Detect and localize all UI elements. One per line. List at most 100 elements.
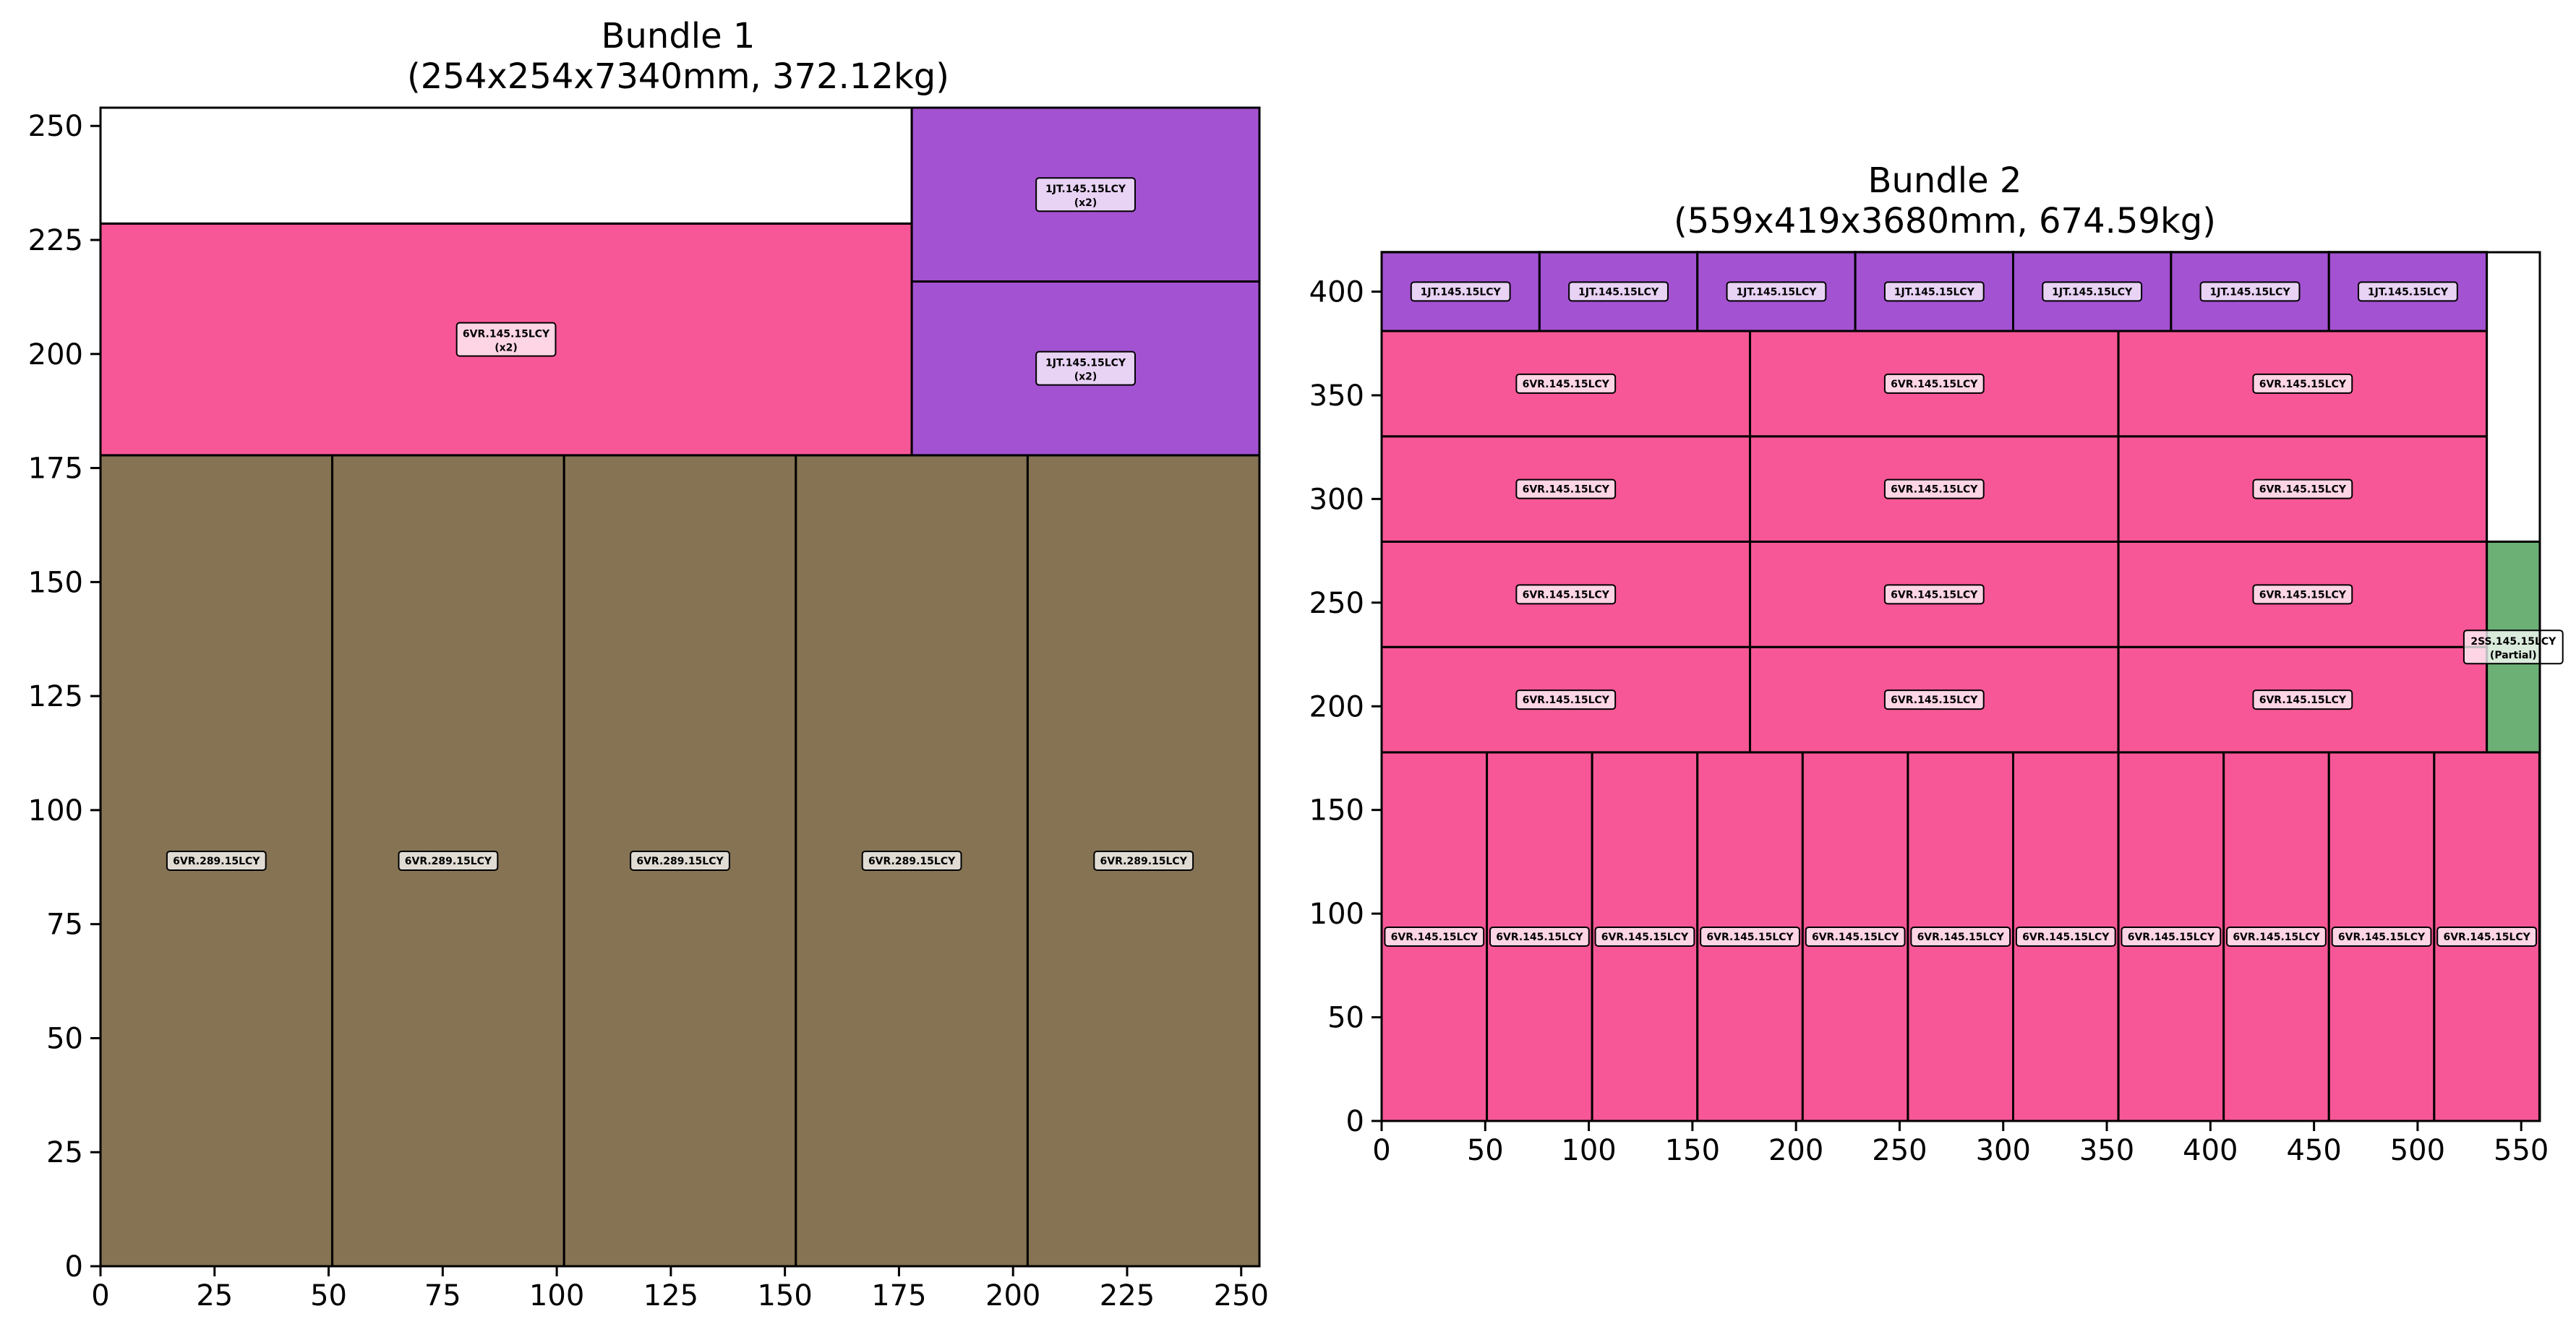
- piece-label: 6VR.145.15LCY: [1891, 695, 1978, 706]
- piece-label: 6VR.289.15LCY: [636, 856, 724, 867]
- piece-label: 6VR.145.15LCY: [2022, 932, 2110, 943]
- piece-label: 6VR.145.15LCY: [463, 329, 550, 340]
- y-tick-label: 0: [1346, 1105, 1364, 1138]
- piece-label-box: [1384, 926, 1485, 947]
- empty-space: [99, 106, 913, 225]
- y-tick-label: 0: [65, 1250, 83, 1284]
- piece-label-box: [2252, 689, 2353, 710]
- y-tick-label: 50: [1327, 1002, 1364, 1035]
- piece-label-box: [2436, 926, 2538, 947]
- piece-label: 6VR.145.15LCY: [1891, 379, 1978, 390]
- piece-label: 6VR.145.15LCY: [1891, 589, 1978, 601]
- piece-label-box: [2121, 926, 2222, 947]
- piece-label-box: [2331, 926, 2432, 947]
- piece-label-box: [1515, 373, 1617, 394]
- bundle-2-title-line2: (559x419x3680mm, 674.59kg): [1674, 201, 2216, 241]
- x-tick-label: 25: [196, 1279, 233, 1312]
- y-tick-label: 75: [46, 908, 83, 942]
- bundle-1-title-line2: (254x254x7340mm, 372.12kg): [407, 56, 949, 97]
- piece-label-box: [2358, 281, 2458, 302]
- x-tick-label: 125: [643, 1279, 698, 1312]
- piece-label-box: [1093, 850, 1194, 871]
- piece-label: 1JT.145.15LCY: [2368, 286, 2449, 298]
- y-tick-label: 150: [28, 566, 83, 599]
- piece-label-box: [1515, 478, 1617, 499]
- piece-label-box: [2462, 630, 2564, 665]
- piece-label: 6VR.145.15LCY: [1601, 932, 1689, 943]
- piece-label-box: [1410, 281, 1511, 302]
- piece-label: 6VR.145.15LCY: [1917, 932, 2005, 943]
- piece-label: 6VR.145.15LCY: [2259, 379, 2347, 390]
- y-tick-label: 225: [28, 224, 83, 257]
- bundle-1-x-axis: 0 25 50 75 100 125 150 175 200 225 250: [91, 1266, 1269, 1312]
- bundle-1-title-line1: Bundle 1: [602, 16, 756, 56]
- piece-label: 1JT.145.15LCY: [2210, 286, 2291, 298]
- bundle-2-plot-frame: [1380, 251, 2541, 1122]
- x-tick-label: 550: [2494, 1134, 2549, 1167]
- piece-label: 6VR.145.15LCY: [1523, 589, 1610, 601]
- x-tick-label: 350: [2079, 1134, 2134, 1167]
- y-tick-label: 300: [1309, 483, 1364, 516]
- bundle-1-pieces: [99, 106, 1261, 1268]
- piece-label: 1JT.145.15LCY: [1045, 184, 1126, 195]
- bundle-2-piece-labels: 6VR.145.15LCY 6VR.145.15LCY 6VR.145.15LCY 6…: [1384, 281, 2564, 947]
- y-tick-label: 50: [46, 1022, 83, 1055]
- piece-label-box: [1515, 689, 1617, 710]
- piece-label-box: [398, 850, 499, 871]
- piece-label-box: [1489, 926, 1590, 947]
- piece-label-box: [1883, 584, 1985, 605]
- bundle-1-y-axis: 0 25 50 75 100 125 150 175 200 225 250: [28, 110, 100, 1284]
- piece-label-box: [861, 850, 962, 871]
- y-tick-label: 125: [28, 680, 83, 713]
- piece-label-box: [2252, 478, 2353, 499]
- y-tick-label: 200: [1309, 690, 1364, 723]
- piece-label-box: [2252, 584, 2353, 605]
- piece-label: 2SS.145.15LCY: [2470, 636, 2556, 648]
- piece-label: 1JT.145.15LCY: [1736, 286, 1817, 298]
- x-tick-label: 150: [1665, 1134, 1720, 1167]
- y-tick-label: 250: [1309, 587, 1364, 620]
- x-tick-label: 450: [2286, 1134, 2341, 1167]
- piece-label: 6VR.145.15LCY: [1523, 379, 1610, 390]
- x-tick-label: 300: [1976, 1134, 2031, 1167]
- x-tick-label: 50: [310, 1279, 347, 1312]
- piece-label-box: [1035, 177, 1136, 212]
- x-tick-label: 500: [2390, 1134, 2445, 1167]
- y-tick-label: 250: [28, 110, 83, 143]
- piece-label-box: [1515, 584, 1617, 605]
- piece-label: 6VR.289.15LCY: [173, 856, 260, 867]
- x-tick-label: 100: [529, 1279, 584, 1312]
- piece-label-box: [2226, 926, 2327, 947]
- piece-label-box: [2042, 281, 2143, 302]
- piece-label-box: [1883, 373, 1985, 394]
- x-tick-label: 225: [1100, 1279, 1155, 1312]
- bundle-2-y-axis: 0 50 100 150 200 250 300 350 400: [1309, 276, 1382, 1138]
- x-tick-label: 200: [1768, 1134, 1823, 1167]
- piece-label-box: [2199, 281, 2301, 302]
- piece-label: 6VR.145.15LCY: [2259, 484, 2347, 496]
- piece-label: 6VR.145.15LCY: [1706, 932, 1794, 943]
- bundle-2-plot: Bundle 2 (559x419x3680mm, 674.59kg) 6VR.…: [1309, 160, 2564, 1167]
- piece-label-count: (x2): [1074, 371, 1097, 383]
- x-tick-label: 250: [1872, 1134, 1927, 1167]
- bundle-1-plot-frame: [99, 106, 1261, 1268]
- piece-label: 6VR.145.15LCY: [1391, 932, 1479, 943]
- piece-label: 1JT.145.15LCY: [1045, 358, 1126, 369]
- x-tick-label: 75: [424, 1279, 461, 1312]
- y-tick-label: 100: [1309, 898, 1364, 931]
- piece-label: 6VR.145.15LCY: [2259, 589, 2347, 601]
- piece-label: 6VR.145.15LCY: [2233, 932, 2320, 943]
- piece-label-box: [455, 322, 557, 357]
- x-tick-label: 0: [91, 1279, 109, 1312]
- piece-label: 6VR.145.15LCY: [1496, 932, 1583, 943]
- piece-label-box: [1726, 281, 1827, 302]
- x-tick-label: 0: [1372, 1134, 1390, 1167]
- piece-label-box: [1700, 926, 1800, 947]
- piece-label: 1JT.145.15LCY: [2052, 286, 2133, 298]
- piece-label: 6VR.145.15LCY: [2443, 932, 2530, 943]
- piece-label-box: [1910, 926, 2011, 947]
- piece-label: 6VR.145.15LCY: [1523, 484, 1610, 496]
- y-tick-label: 175: [28, 452, 83, 486]
- bundle-2-x-axis: 0 50 100 150 200 250 300 350 400 450 500 550: [1372, 1121, 2549, 1167]
